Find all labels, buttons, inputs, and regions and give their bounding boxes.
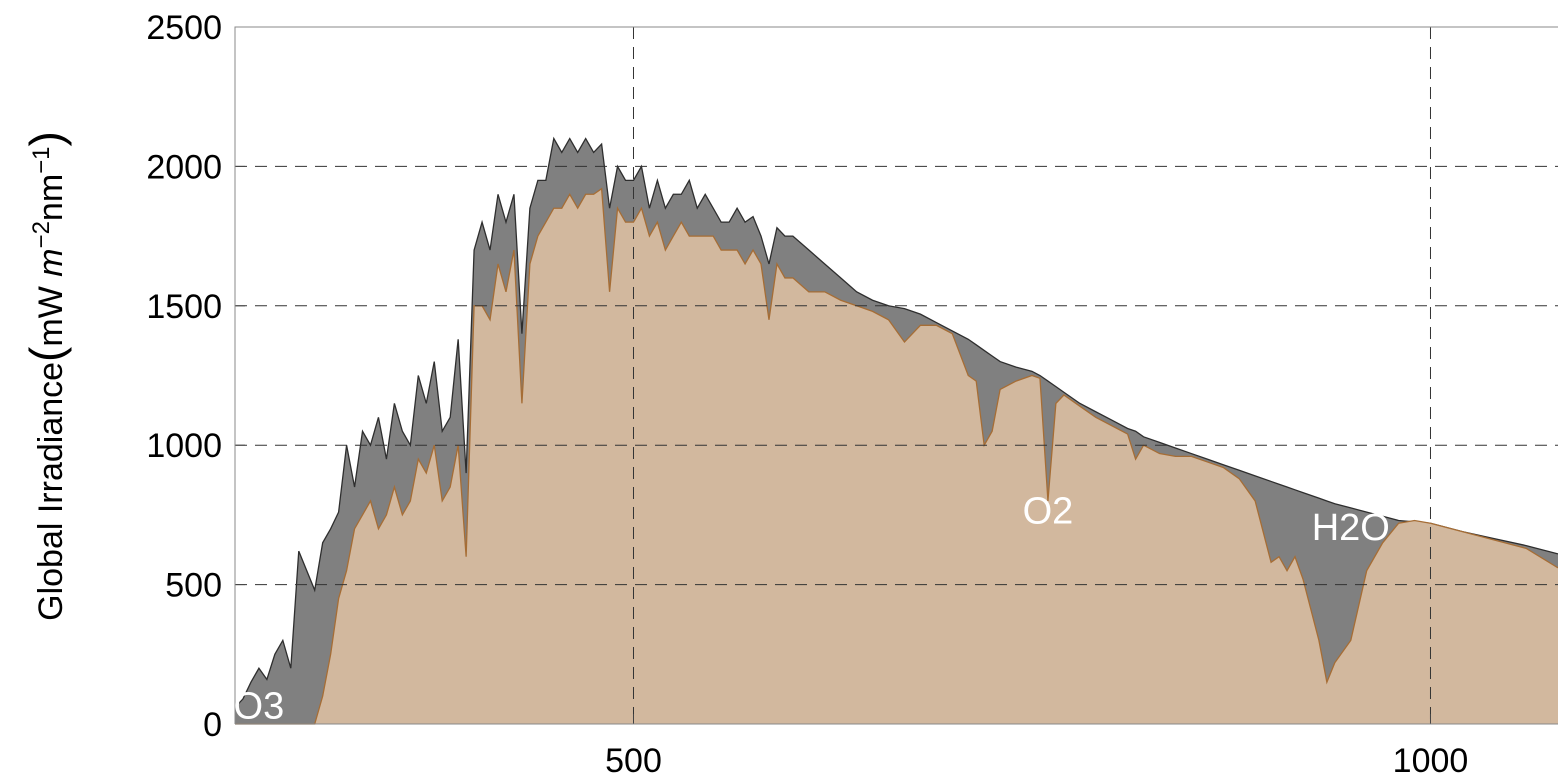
- y-tick-label: 1500: [146, 288, 222, 326]
- x-tick-label: 500: [605, 742, 662, 780]
- annotation: O2: [1023, 490, 1074, 532]
- y-unit-part: (: [20, 346, 72, 362]
- area-line: [234, 136, 1558, 708]
- y-unit-part: −2: [28, 221, 55, 248]
- y-tick-label: 500: [165, 567, 222, 605]
- frame: [234, 26, 1558, 724]
- y-unit-part: −1: [28, 146, 55, 173]
- y-tick-label: 1000: [146, 427, 222, 465]
- area: [235, 188, 1558, 724]
- annotation: H2O: [1312, 507, 1390, 549]
- y-axis-label: Global Irradiance(mW m−2nm−1): [20, 131, 72, 621]
- y-tick-label: 2000: [146, 148, 222, 186]
- y-label-text: Global Irradiance: [32, 362, 70, 621]
- annotation: O3: [234, 685, 285, 727]
- y-tick-label: 2500: [146, 9, 222, 47]
- y-unit-part: mW: [32, 277, 70, 347]
- x-tick-label: 1000: [1393, 742, 1469, 780]
- area-line: [235, 187, 1558, 725]
- y-unit-part: ): [20, 131, 72, 146]
- y-unit-part: m: [32, 248, 70, 276]
- y-unit-part: nm: [32, 174, 70, 221]
- y-tick-label: 0: [203, 706, 222, 744]
